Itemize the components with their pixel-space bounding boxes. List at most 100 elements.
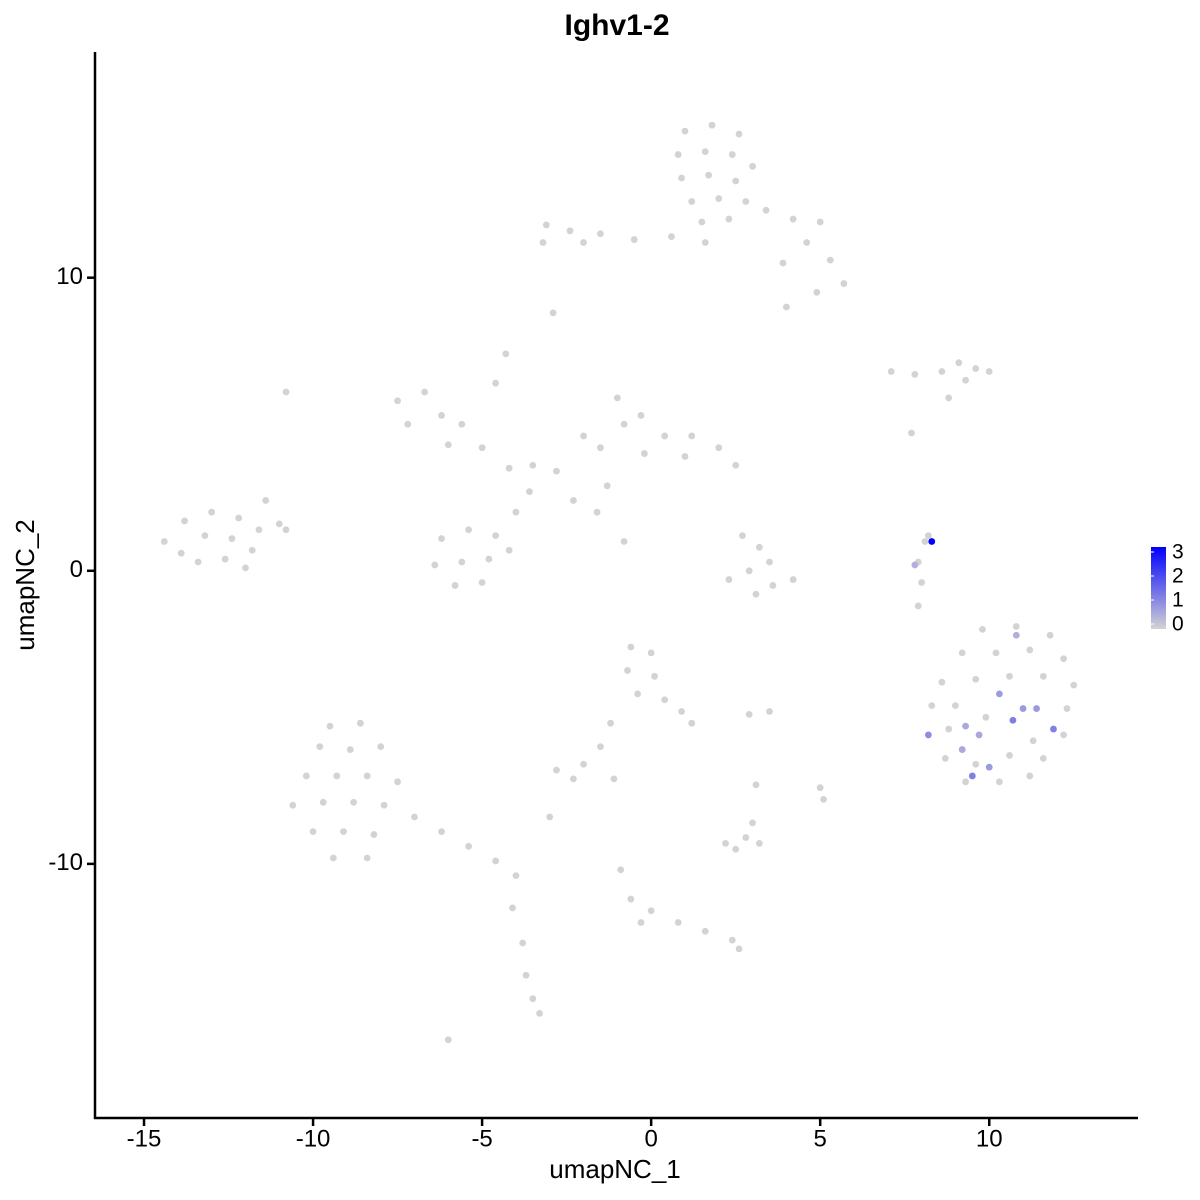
cell-point [580,432,587,440]
cell-point [688,432,696,440]
cell-point [732,461,740,469]
cell-point [177,549,185,557]
cell-point [536,1009,543,1017]
cell-point [346,746,354,753]
cell-point [725,215,733,223]
cell-point [444,441,452,449]
cell-point [958,746,966,753]
cell-point [705,171,713,179]
cell-point [201,532,209,540]
cell-point [924,731,932,739]
cell-point [921,538,929,545]
cell-point [739,532,746,540]
cell-point [394,397,401,405]
cell-point [647,907,655,915]
x-tick-label: 0 [644,1125,657,1152]
cell-point [995,778,1003,786]
x-tick-label: -15 [127,1125,162,1152]
cell-point [363,772,371,780]
cell-point [262,497,270,504]
cell-point [1033,705,1040,712]
cell-point [319,798,327,806]
cell-point [995,690,1003,698]
cell-point [522,971,530,979]
cell-point [728,151,736,158]
cell-point [979,626,986,633]
cell-point [610,775,618,783]
cell-point [908,429,915,437]
x-tick-label: 5 [814,1125,827,1152]
cell-point [968,772,976,780]
cell-point [701,148,709,156]
cell-point [597,743,604,751]
cell-point [194,558,202,566]
cell-point [421,388,429,396]
cell-point [688,719,696,727]
cell-point [593,508,601,516]
cell-point [438,412,445,419]
cell-point [380,801,388,809]
cell-point [1012,631,1020,639]
x-tick-label: -5 [471,1125,492,1152]
cell-point [512,872,520,880]
cell-point [924,532,932,540]
cell-point [546,813,554,821]
cell-point [451,582,459,589]
cell-point [444,1036,452,1044]
cell-point [1050,725,1057,733]
cell-point [160,538,168,545]
cell-point [542,221,550,229]
cell-point [624,667,631,674]
cell-point [603,482,611,490]
cell-point [411,813,418,821]
cell-point [1009,716,1017,724]
cell-point [1063,705,1071,712]
cell-point [512,508,520,516]
cell-point [404,420,412,428]
cell-point [242,564,249,572]
cell-point [1006,672,1013,680]
points [160,121,1078,1044]
cell-point [1039,672,1047,680]
cell-point [465,842,472,850]
cell-point [745,711,753,718]
cell-point [1026,646,1034,654]
cell-point [688,198,696,205]
cell-point [316,743,324,751]
cell-point [597,230,604,238]
cell-point [529,461,537,469]
cell-point [569,497,577,504]
y-tick-label: -10 [48,849,83,876]
cell-point [329,854,337,862]
cell-point [887,368,895,375]
chart-title: Ighv1-2 [564,9,669,42]
cell-point [627,895,635,903]
cell-point [1070,681,1078,689]
cell-point [914,602,922,610]
cell-point [752,590,760,598]
x-axis-label: umapNC_1 [549,1154,681,1184]
cell-point [613,394,621,402]
colorbar-tick-label: 0 [1172,613,1184,636]
colorbar-tick-label: 1 [1172,589,1184,612]
cell-point [945,394,953,402]
cell-point [762,206,770,214]
cell-point [566,227,574,235]
cell-point [478,579,486,586]
cell-point [789,576,797,583]
cell-point [620,538,628,545]
cell-point [742,198,750,205]
cell-point [350,798,358,806]
cell-point [918,579,926,586]
cell-point [674,151,682,158]
cell-point [972,675,980,683]
cell-point [282,388,290,396]
axes: -15 -10 -5 0 5 10 -10 0 10 [48,263,1002,1152]
cell-point [715,444,723,452]
cell-point [492,379,500,387]
cell-point [431,561,439,569]
cell-point [1060,731,1068,739]
colorbar-tick-label: 2 [1172,565,1184,588]
cell-point [326,722,334,730]
